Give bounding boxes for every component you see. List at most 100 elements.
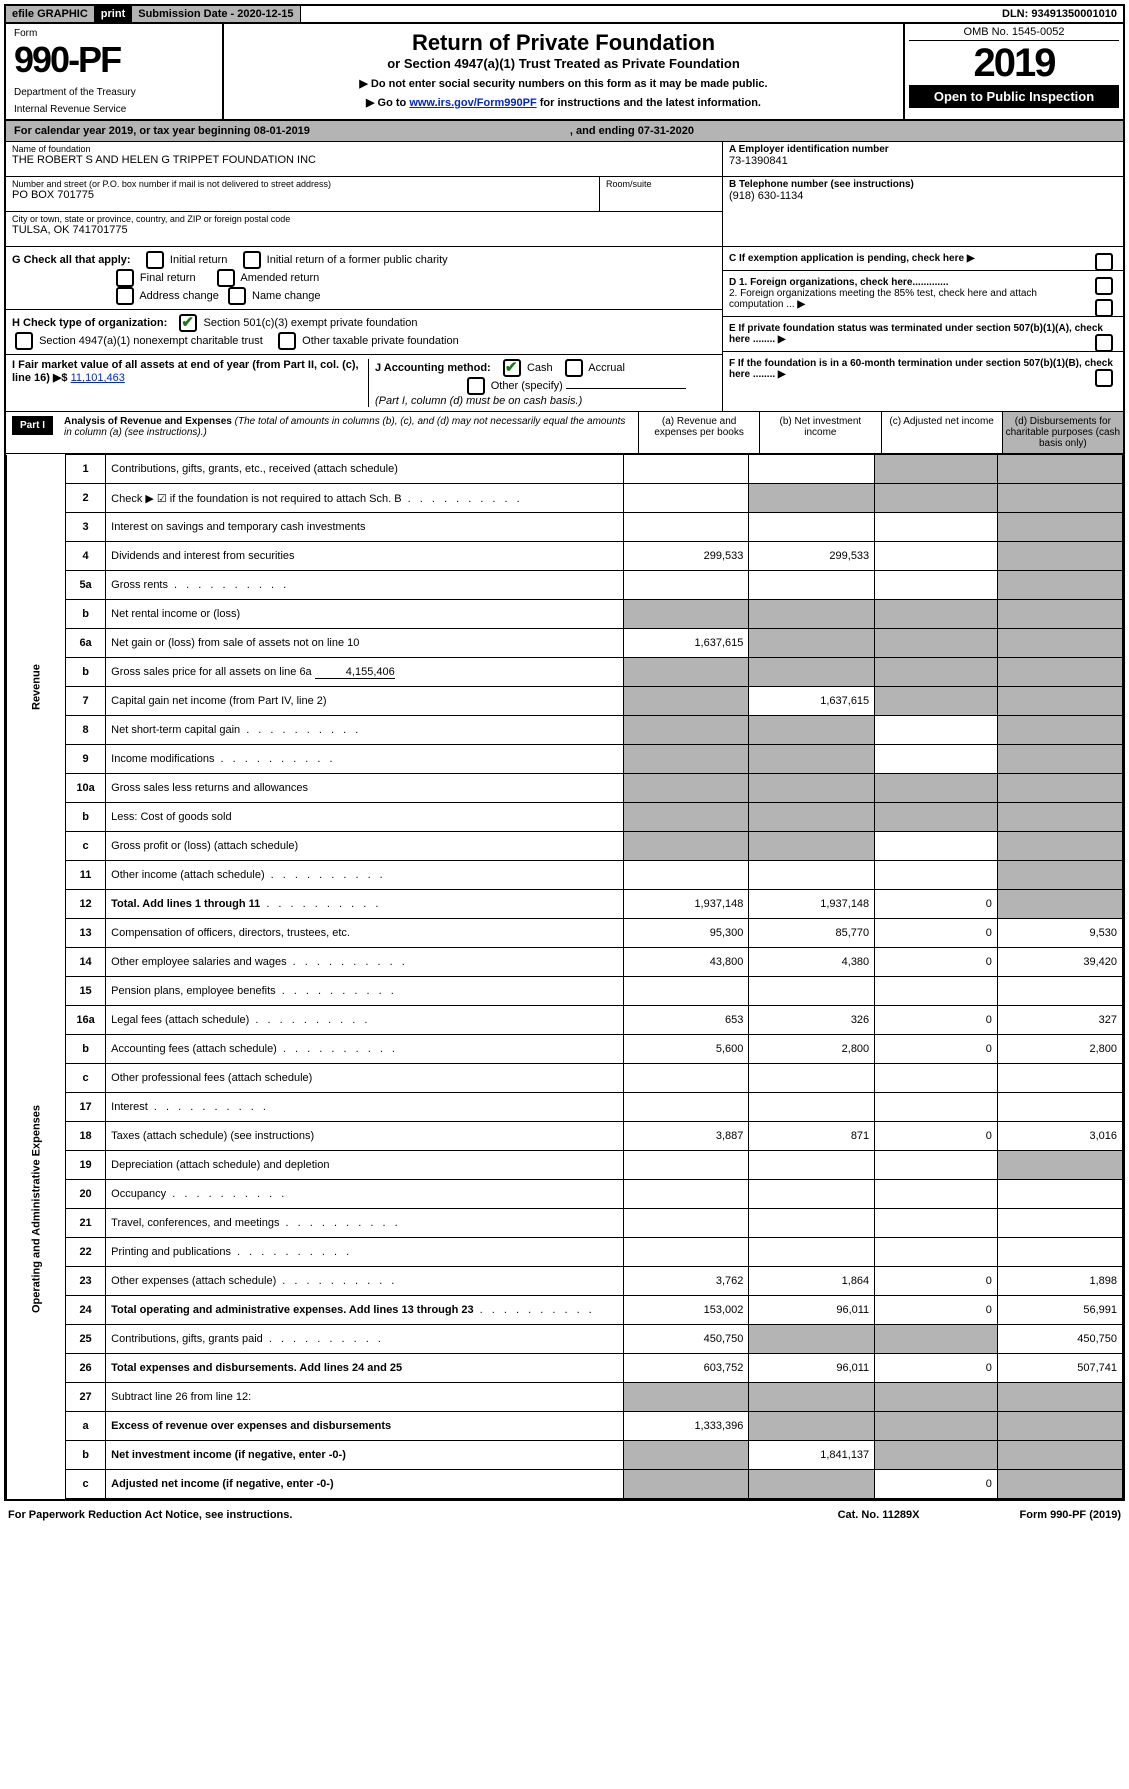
- g-initial-former-check[interactable]: [243, 251, 261, 269]
- g-initial-check[interactable]: [146, 251, 164, 269]
- line-number: 15: [66, 977, 106, 1006]
- h-other: Other taxable private foundation: [302, 335, 459, 347]
- room-label: Room/suite: [606, 179, 716, 189]
- tax-year: 2019: [909, 41, 1119, 85]
- e-check[interactable]: [1095, 334, 1113, 352]
- table-row: 17Interest: [7, 1093, 1123, 1122]
- amount-cell: [997, 745, 1122, 774]
- form-subtitle: or Section 4947(a)(1) Trust Treated as P…: [230, 56, 897, 71]
- j-cash-check[interactable]: [503, 359, 521, 377]
- form-number: 990-PF: [14, 39, 214, 81]
- line-number: 22: [66, 1238, 106, 1267]
- j-accrual: Accrual: [588, 362, 625, 374]
- line-number: 12: [66, 890, 106, 919]
- amount-cell: [623, 745, 749, 774]
- line-description: Legal fees (attach schedule): [106, 1006, 623, 1035]
- irs-label: Internal Revenue Service: [14, 104, 214, 115]
- instr-1: ▶ Do not enter social security numbers o…: [230, 77, 897, 90]
- line-number: 27: [66, 1383, 106, 1412]
- part1-header-row: Part I Analysis of Revenue and Expenses …: [6, 411, 1123, 454]
- j-other: Other (specify): [491, 380, 563, 392]
- amount-cell: [623, 1093, 749, 1122]
- amount-cell: [875, 629, 998, 658]
- line-number: b: [66, 658, 106, 687]
- j-accrual-check[interactable]: [565, 359, 583, 377]
- g-name-check[interactable]: [228, 287, 246, 305]
- c-row: C If exemption application is pending, c…: [723, 247, 1123, 271]
- h-4947-check[interactable]: [15, 332, 33, 350]
- line-number: 11: [66, 861, 106, 890]
- d2-label: 2. Foreign organizations meeting the 85%…: [729, 288, 1037, 310]
- amount-cell: [997, 832, 1122, 861]
- c-label: C If exemption application is pending, c…: [729, 253, 964, 264]
- amount-cell: [875, 1151, 998, 1180]
- g-row: G Check all that apply: Initial return I…: [6, 247, 722, 310]
- j-other-line: [566, 388, 686, 389]
- instr-2-pre: ▶ Go to: [366, 97, 409, 109]
- cal-end: , and ending 07-31-2020: [570, 125, 694, 137]
- amount-cell: 0: [875, 1470, 998, 1499]
- table-row: 27Subtract line 26 from line 12:: [7, 1383, 1123, 1412]
- line-description: Other expenses (attach schedule): [106, 1267, 623, 1296]
- g-amended: Amended return: [240, 272, 319, 284]
- amount-cell: 3,762: [623, 1267, 749, 1296]
- amount-cell: 1,841,137: [749, 1441, 875, 1470]
- amount-cell: 507,741: [997, 1354, 1122, 1383]
- d1-check[interactable]: [1095, 277, 1113, 295]
- print-button[interactable]: print: [95, 6, 132, 22]
- d2-check[interactable]: [1095, 299, 1113, 317]
- j-other-check[interactable]: [467, 377, 485, 395]
- g-final-check[interactable]: [116, 269, 134, 287]
- amount-cell: 0: [875, 948, 998, 977]
- line-description: Accounting fees (attach schedule): [106, 1035, 623, 1064]
- amount-cell: 0: [875, 1035, 998, 1064]
- amount-cell: [997, 629, 1122, 658]
- irs-link[interactable]: www.irs.gov/Form990PF: [409, 97, 536, 109]
- part1-title: Analysis of Revenue and Expenses: [64, 416, 232, 427]
- amount-cell: [623, 571, 749, 600]
- amount-cell: [749, 455, 875, 484]
- form-header: Form 990-PF Department of the Treasury I…: [6, 24, 1123, 121]
- table-row: 14Other employee salaries and wages43,80…: [7, 948, 1123, 977]
- f-check[interactable]: [1095, 369, 1113, 387]
- i-value[interactable]: 11,101,463: [71, 372, 125, 384]
- h-other-check[interactable]: [278, 332, 296, 350]
- part1-label: Part I: [12, 416, 53, 435]
- line-description: Capital gain net income (from Part IV, l…: [106, 687, 623, 716]
- j-cash: Cash: [527, 362, 553, 374]
- table-row: 4Dividends and interest from securities2…: [7, 542, 1123, 571]
- amount-cell: [623, 832, 749, 861]
- g-final: Final return: [140, 272, 196, 284]
- amount-cell: [875, 455, 998, 484]
- amount-cell: 1,637,615: [749, 687, 875, 716]
- amount-cell: 96,011: [749, 1296, 875, 1325]
- line-number: c: [66, 1064, 106, 1093]
- line-number: 21: [66, 1209, 106, 1238]
- header-right: OMB No. 1545-0052 2019 Open to Public In…: [903, 24, 1123, 119]
- table-row: 19Depreciation (attach schedule) and dep…: [7, 1151, 1123, 1180]
- amount-cell: 450,750: [623, 1325, 749, 1354]
- g-address-check[interactable]: [116, 287, 134, 305]
- amount-cell: [875, 1412, 998, 1441]
- info-right: A Employer identification number 73-1390…: [722, 142, 1123, 246]
- amount-cell: 4,380: [749, 948, 875, 977]
- table-row: 6aNet gain or (loss) from sale of assets…: [7, 629, 1123, 658]
- amount-cell: [875, 1093, 998, 1122]
- c-check[interactable]: [1095, 253, 1113, 271]
- ein-cell: A Employer identification number 73-1390…: [723, 142, 1123, 177]
- line-number: c: [66, 832, 106, 861]
- line-description: Contributions, gifts, grants paid: [106, 1325, 623, 1354]
- table-row: bNet rental income or (loss): [7, 600, 1123, 629]
- footer-notice: For Paperwork Reduction Act Notice, see …: [8, 1509, 292, 1521]
- line-number: a: [66, 1412, 106, 1441]
- line-number: 7: [66, 687, 106, 716]
- table-row: 15Pension plans, employee benefits: [7, 977, 1123, 1006]
- amount-cell: [875, 861, 998, 890]
- line-number: 14: [66, 948, 106, 977]
- h-501-check[interactable]: [179, 314, 197, 332]
- amount-cell: 96,011: [749, 1354, 875, 1383]
- amount-cell: [875, 832, 998, 861]
- line-description: Contributions, gifts, grants, etc., rece…: [106, 455, 623, 484]
- line-number: 25: [66, 1325, 106, 1354]
- g-amended-check[interactable]: [217, 269, 235, 287]
